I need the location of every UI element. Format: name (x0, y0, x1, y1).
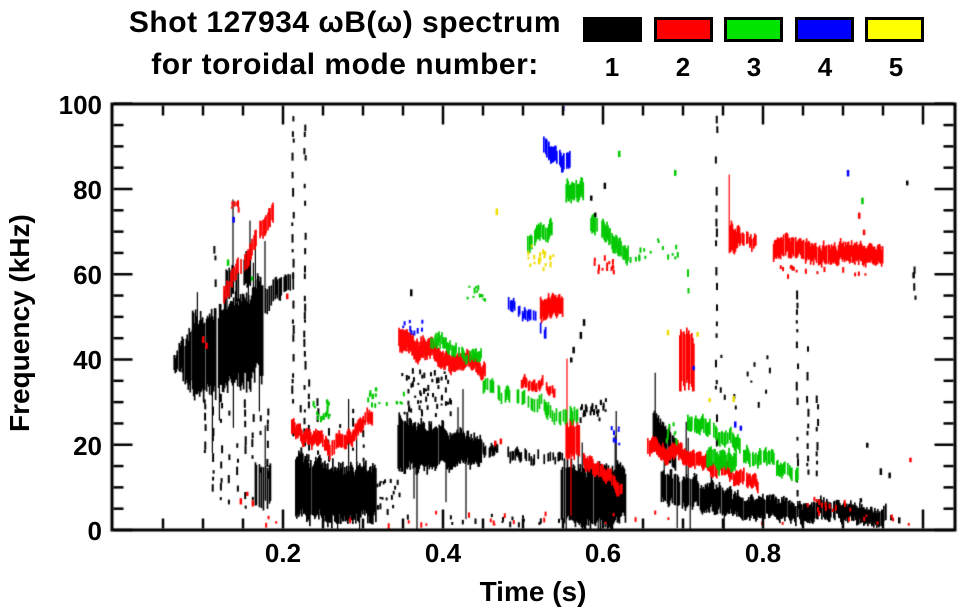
y-tick-label-20: 20 (73, 431, 102, 461)
x-axis-title: Time (s) (479, 576, 587, 607)
x-tick-label-0.4: 0.4 (424, 538, 462, 568)
y-tick-label-100: 100 (58, 90, 102, 120)
y-tick-label-40: 40 (73, 345, 102, 375)
y-tick-label-0: 0 (87, 516, 102, 546)
y-axis-title: Frequency (kHz) (4, 214, 35, 432)
x-tick-label-0.8: 0.8 (744, 538, 782, 568)
x-tick-label-0.6: 0.6 (584, 538, 622, 568)
y-tick-label-80: 80 (73, 175, 102, 205)
x-tick-label-0.2: 0.2 (264, 538, 302, 568)
y-tick-label-60: 60 (73, 260, 102, 290)
